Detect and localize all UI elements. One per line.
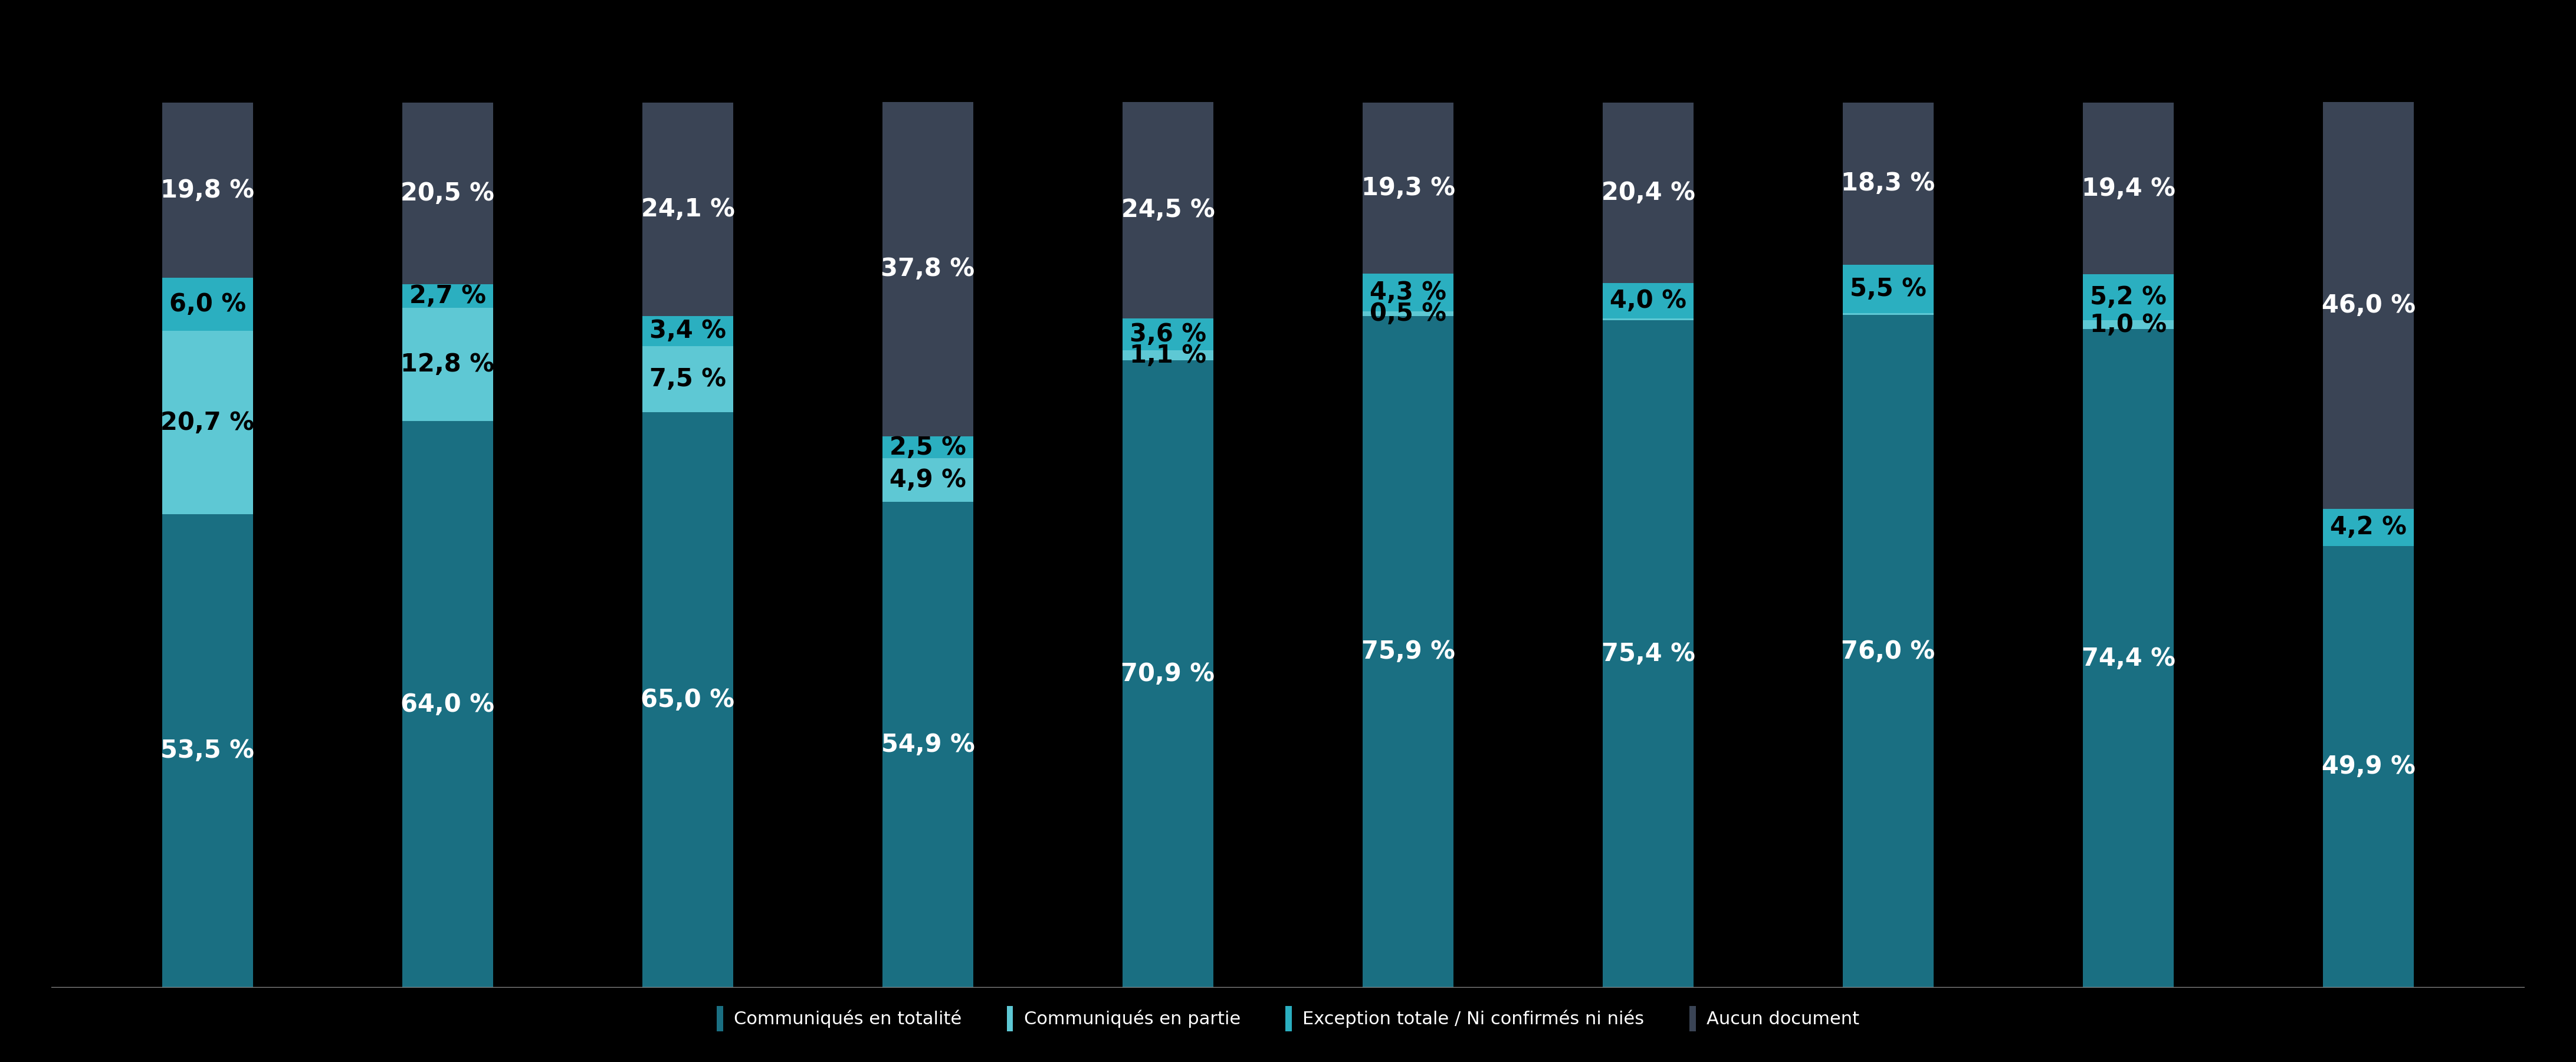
Text: 1,1 %: 1,1 % <box>1128 343 1206 367</box>
Text: 46,0 %: 46,0 % <box>2321 293 2416 318</box>
Bar <box>2324 509 2414 546</box>
Bar <box>641 346 734 412</box>
Bar <box>1602 319 1695 321</box>
Bar <box>1123 102 1213 319</box>
Bar <box>641 412 734 988</box>
Bar <box>1842 103 1935 264</box>
Bar <box>1123 319 1213 350</box>
Text: 64,0 %: 64,0 % <box>402 692 495 717</box>
Text: 5,2 %: 5,2 % <box>2089 285 2166 310</box>
Text: 20,4 %: 20,4 % <box>1602 181 1695 205</box>
Bar <box>1842 315 1935 988</box>
Text: 53,5 %: 53,5 % <box>160 738 255 764</box>
Bar <box>162 103 252 278</box>
Text: 4,3 %: 4,3 % <box>1370 280 1445 305</box>
Text: 75,9 %: 75,9 % <box>1360 639 1455 664</box>
Bar <box>1602 321 1695 988</box>
Bar <box>1842 264 1935 313</box>
Text: 3,4 %: 3,4 % <box>649 319 726 343</box>
Bar <box>881 102 974 436</box>
Bar <box>881 459 974 502</box>
Bar <box>162 331 252 514</box>
Text: 4,2 %: 4,2 % <box>2331 515 2406 539</box>
Bar <box>1363 103 1453 274</box>
Text: 0,5 %: 0,5 % <box>1370 302 1445 326</box>
Text: 1,0 %: 1,0 % <box>2089 312 2166 337</box>
Text: 6,0 %: 6,0 % <box>170 292 245 316</box>
Bar <box>881 436 974 459</box>
Bar <box>1363 311 1453 316</box>
Text: 7,5 %: 7,5 % <box>649 366 726 392</box>
Text: 54,9 %: 54,9 % <box>881 733 974 757</box>
Bar <box>2084 329 2174 988</box>
Bar <box>2324 102 2414 509</box>
Text: 76,0 %: 76,0 % <box>1842 639 1935 664</box>
Bar <box>162 278 252 331</box>
Text: 5,5 %: 5,5 % <box>1850 276 1927 302</box>
Bar <box>1363 273 1453 311</box>
Bar <box>2084 274 2174 321</box>
Text: 70,9 %: 70,9 % <box>1121 662 1216 686</box>
Bar <box>2324 546 2414 988</box>
Text: 37,8 %: 37,8 % <box>881 257 974 281</box>
Text: 18,3 %: 18,3 % <box>1842 171 1935 196</box>
Bar <box>641 315 734 346</box>
Text: 12,8 %: 12,8 % <box>402 353 495 377</box>
Text: 2,5 %: 2,5 % <box>889 435 966 460</box>
Bar <box>1123 350 1213 360</box>
Text: 2,7 %: 2,7 % <box>410 284 487 308</box>
Bar <box>1602 103 1695 284</box>
Bar <box>2084 321 2174 329</box>
Text: 4,9 %: 4,9 % <box>889 467 966 493</box>
Text: 75,4 %: 75,4 % <box>1602 641 1695 666</box>
Bar <box>1602 284 1695 319</box>
Text: 4,0 %: 4,0 % <box>1610 289 1687 313</box>
Bar <box>162 514 252 988</box>
Bar <box>402 103 492 285</box>
Bar <box>881 502 974 988</box>
Text: 24,5 %: 24,5 % <box>1121 198 1216 223</box>
Bar <box>402 422 492 988</box>
Bar <box>1842 313 1935 315</box>
Text: 49,9 %: 49,9 % <box>2321 754 2416 780</box>
Bar <box>2084 103 2174 274</box>
Text: 20,5 %: 20,5 % <box>402 181 495 206</box>
Bar <box>1123 360 1213 988</box>
Bar <box>1363 316 1453 988</box>
Text: 19,4 %: 19,4 % <box>2081 176 2174 201</box>
Text: 20,7 %: 20,7 % <box>160 410 255 435</box>
Text: 19,3 %: 19,3 % <box>1360 175 1455 201</box>
Text: 19,8 %: 19,8 % <box>160 178 255 203</box>
Text: 65,0 %: 65,0 % <box>641 688 734 713</box>
Bar <box>402 285 492 308</box>
Bar <box>402 308 492 422</box>
Text: 74,4 %: 74,4 % <box>2081 646 2174 671</box>
Text: 24,1 %: 24,1 % <box>641 196 734 222</box>
Bar <box>641 103 734 316</box>
Legend: Communiqués en totalité, Communiqués en partie, Exception totale / Ni confirmés : Communiqués en totalité, Communiqués en … <box>716 1006 1860 1031</box>
Text: 3,6 %: 3,6 % <box>1128 322 1206 347</box>
